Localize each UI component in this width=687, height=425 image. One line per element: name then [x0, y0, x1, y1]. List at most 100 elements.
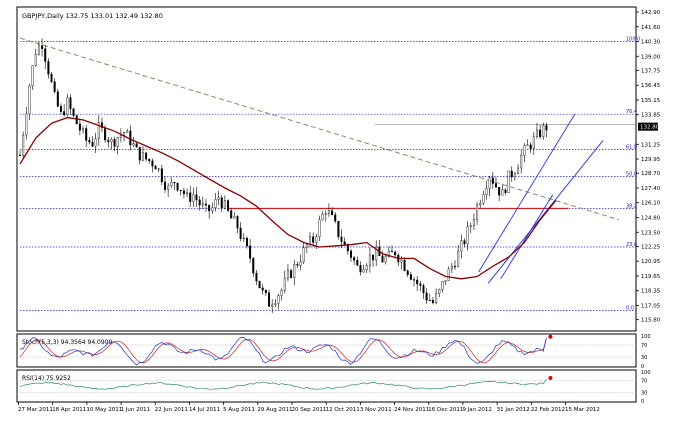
candle-body — [513, 173, 516, 178]
fib-level-label: 50.0 — [626, 172, 637, 178]
candle-body — [302, 247, 305, 263]
candle-body — [447, 268, 450, 281]
price-tick-label: 127.40 — [641, 186, 661, 192]
candle-body — [438, 289, 441, 294]
candle-body — [416, 279, 419, 285]
candle-body — [340, 236, 343, 242]
price-tick-label: 120.95 — [641, 259, 661, 265]
candle-body — [463, 240, 466, 245]
candle-body — [179, 190, 182, 192]
candle-body — [220, 197, 223, 209]
price-tick-label: 115.80 — [641, 318, 661, 324]
trendlines — [19, 37, 620, 284]
date-tick-label: 29 Aug 2011 — [257, 407, 292, 413]
candle-body — [535, 129, 538, 137]
candle-body — [261, 287, 264, 291]
candle-body — [454, 266, 457, 268]
candle-body — [85, 128, 88, 141]
candle-body — [53, 81, 56, 92]
candle-body — [116, 137, 119, 147]
candle-body — [372, 254, 375, 261]
candle-body — [204, 203, 207, 206]
candle-body — [211, 207, 214, 212]
candle-body — [406, 270, 409, 275]
price-tick-label: 128.70 — [641, 171, 661, 177]
current-price-label: 132.80 — [640, 125, 660, 131]
price-tick-label: 135.15 — [641, 98, 661, 104]
candle-body — [217, 197, 220, 200]
candle-body — [88, 140, 91, 143]
candle-body — [201, 203, 204, 206]
candle-body — [97, 122, 100, 140]
candle-body — [381, 255, 384, 263]
rsi-tick-label: 70 — [641, 379, 647, 385]
candle-body — [28, 85, 31, 115]
candle-body — [132, 143, 135, 146]
candle-body — [353, 257, 356, 261]
candle-body — [34, 54, 37, 66]
candle-body — [50, 73, 53, 82]
candle-body — [390, 250, 393, 253]
candle-body — [280, 290, 283, 296]
date-tick-label: 5 Aug 2011 — [223, 407, 255, 413]
candle-body — [368, 254, 371, 266]
price-tick-label: 141.60 — [641, 25, 661, 31]
candle-body — [94, 138, 97, 147]
stochastic-tick-label: 0 — [641, 364, 644, 370]
candle-body — [472, 219, 475, 226]
stochastic-tick-label: 30 — [641, 355, 647, 361]
candle-body — [160, 168, 163, 183]
candle-body — [539, 129, 542, 137]
channel-line-middle — [487, 140, 604, 284]
candle-body — [255, 272, 258, 282]
candle-body — [425, 292, 428, 301]
fib-level-label: 100.0 — [626, 37, 640, 43]
candle-body — [119, 135, 122, 138]
candle-body — [507, 170, 510, 194]
candle-body — [264, 290, 267, 293]
candle-body — [107, 139, 110, 143]
candle-body — [331, 210, 334, 216]
date-tick-label: 18 Apr 2011 — [52, 407, 86, 413]
candle-body — [230, 210, 233, 219]
date-tick-label: 22 Feb 2012 — [531, 407, 565, 413]
candle-body — [258, 280, 261, 289]
date-tick-label: 24 Nov 2011 — [394, 407, 429, 413]
price-tick-label: 131.25 — [641, 142, 661, 148]
candle-body — [337, 221, 340, 238]
candle-body — [476, 204, 479, 220]
candle-body — [72, 108, 75, 116]
candle-body — [91, 141, 94, 147]
candle-body — [520, 155, 523, 169]
candle-body — [277, 295, 280, 304]
candle-body — [532, 136, 535, 149]
candle-body — [141, 152, 144, 161]
candle-body — [312, 236, 315, 243]
candle-body — [176, 182, 179, 191]
candle-body — [403, 259, 406, 271]
candle-body — [321, 214, 324, 221]
candle-body — [413, 279, 416, 281]
candle-body — [164, 181, 167, 190]
candle-body — [409, 274, 412, 280]
candle-body — [59, 105, 62, 112]
candle-body — [271, 304, 274, 307]
candle-body — [431, 300, 434, 303]
date-tick-label: 16 Dec 2011 — [428, 407, 463, 413]
candle-body — [170, 181, 173, 187]
candle-body — [148, 158, 151, 162]
fib-level-label: 76.4 — [626, 109, 637, 115]
candle-body — [457, 250, 460, 267]
candle-body — [394, 251, 397, 256]
price-tick-label: 133.85 — [641, 113, 661, 119]
candle-body — [526, 144, 529, 146]
stochastic-signal-line — [19, 338, 547, 364]
candle-body — [365, 265, 368, 270]
candle-body — [529, 144, 532, 149]
candle-body — [494, 183, 497, 188]
candle-body — [182, 190, 185, 195]
candle-body — [482, 194, 485, 204]
candle-body — [195, 194, 198, 201]
